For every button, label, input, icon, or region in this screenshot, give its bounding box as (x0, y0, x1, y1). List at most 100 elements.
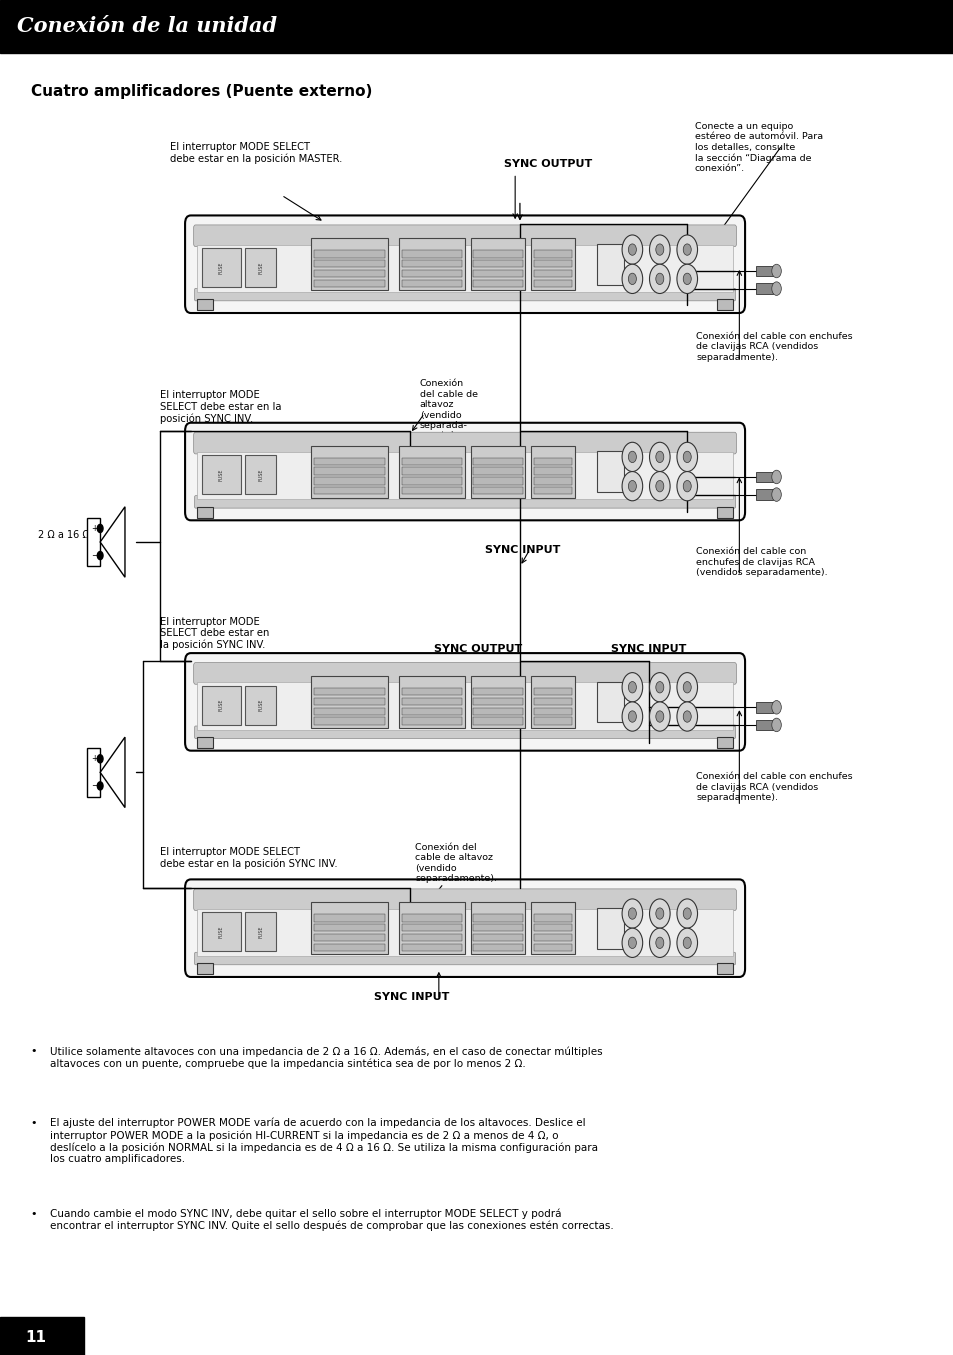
Text: El interruptor MODE SELECT
debe estar en la posición SYNC INV.: El interruptor MODE SELECT debe estar en… (160, 847, 337, 869)
Text: +: + (91, 524, 97, 533)
Circle shape (655, 682, 663, 692)
Circle shape (677, 472, 697, 501)
Bar (534, 467, 572, 474)
FancyBboxPatch shape (193, 663, 736, 684)
Text: SYNC INPUT: SYNC INPUT (374, 992, 450, 1001)
Circle shape (628, 274, 636, 285)
Circle shape (682, 244, 691, 255)
Text: FUSE: FUSE (258, 699, 263, 711)
Circle shape (677, 928, 697, 958)
Text: Conecte a un equipo
estéreo de automóvil. Para
los detalles, consulte
la sección: Conecte a un equipo estéreo de automóvil… (694, 122, 821, 173)
Text: FUSE: FUSE (258, 925, 263, 938)
Bar (473, 915, 522, 921)
Circle shape (621, 234, 642, 264)
Circle shape (771, 282, 781, 295)
Bar (401, 486, 461, 495)
Bar (473, 924, 522, 931)
Circle shape (97, 782, 103, 790)
Bar (530, 446, 574, 497)
Circle shape (682, 451, 691, 462)
Circle shape (628, 711, 636, 722)
Circle shape (649, 234, 669, 264)
Bar (0, 1317, 84, 1355)
Bar (755, 720, 772, 730)
Bar (534, 260, 572, 267)
Bar (473, 279, 522, 287)
Circle shape (621, 442, 642, 472)
Bar (197, 683, 732, 729)
Circle shape (97, 551, 103, 560)
Text: •: • (30, 1209, 37, 1218)
Bar (473, 467, 522, 474)
Circle shape (682, 711, 691, 722)
Bar (401, 458, 461, 465)
Bar (197, 507, 213, 518)
FancyBboxPatch shape (193, 889, 736, 911)
Circle shape (771, 701, 781, 714)
Text: SYNC INPUT: SYNC INPUT (484, 545, 559, 554)
Text: SYNC OUTPUT: SYNC OUTPUT (615, 435, 703, 444)
Bar (401, 934, 461, 942)
Bar (401, 251, 461, 257)
Text: •: • (30, 1118, 37, 1127)
Circle shape (628, 908, 636, 919)
Bar (314, 915, 385, 921)
Text: −: − (91, 551, 97, 560)
Circle shape (649, 928, 669, 958)
Bar (530, 676, 574, 728)
Bar (314, 477, 385, 485)
Bar (311, 238, 388, 290)
Bar (401, 270, 461, 278)
Bar (473, 486, 522, 495)
Bar (401, 717, 461, 725)
Bar (473, 270, 522, 278)
Bar (717, 963, 732, 974)
Text: Conexión del cable con
enchufes de clavijas RCA
(vendidos separadamente).: Conexión del cable con enchufes de clavi… (696, 547, 827, 577)
Bar (401, 688, 461, 695)
FancyBboxPatch shape (185, 423, 744, 520)
Bar (398, 446, 464, 497)
Circle shape (649, 702, 669, 732)
Bar (314, 924, 385, 931)
Bar (534, 270, 572, 278)
Bar (530, 238, 574, 290)
Circle shape (628, 244, 636, 255)
Bar (401, 260, 461, 267)
Circle shape (649, 898, 669, 928)
Bar (473, 707, 522, 715)
Circle shape (628, 938, 636, 948)
Circle shape (628, 481, 636, 492)
Bar (401, 943, 461, 951)
Bar (314, 467, 385, 474)
Bar (473, 260, 522, 267)
Bar (473, 688, 522, 695)
Text: FUSE: FUSE (258, 469, 263, 481)
Circle shape (682, 682, 691, 692)
Bar (401, 477, 461, 485)
Bar (473, 251, 522, 257)
Bar (314, 698, 385, 705)
Bar (245, 912, 275, 951)
Text: FUSE: FUSE (219, 262, 224, 274)
Bar (473, 717, 522, 725)
Text: El interruptor MODE
SELECT debe estar en
la posición SYNC INV.: El interruptor MODE SELECT debe estar en… (160, 617, 270, 650)
Bar (401, 915, 461, 921)
Bar (755, 283, 772, 294)
Text: El interruptor MODE
SELECT debe estar en la
posición SYNC INV.: El interruptor MODE SELECT debe estar en… (160, 390, 281, 424)
Text: Conexión de la unidad: Conexión de la unidad (17, 16, 277, 37)
Bar (470, 676, 525, 728)
Bar (245, 686, 275, 725)
Bar (473, 934, 522, 942)
Bar (311, 446, 388, 497)
Bar (596, 908, 623, 948)
Bar (197, 737, 213, 748)
Bar (534, 477, 572, 485)
Circle shape (677, 234, 697, 264)
Bar (197, 453, 732, 499)
Bar (314, 688, 385, 695)
Polygon shape (100, 737, 125, 808)
Circle shape (621, 672, 642, 702)
Bar (87, 518, 100, 566)
Text: FUSE: FUSE (219, 469, 224, 481)
Text: SYNC OUTPUT: SYNC OUTPUT (434, 644, 522, 653)
